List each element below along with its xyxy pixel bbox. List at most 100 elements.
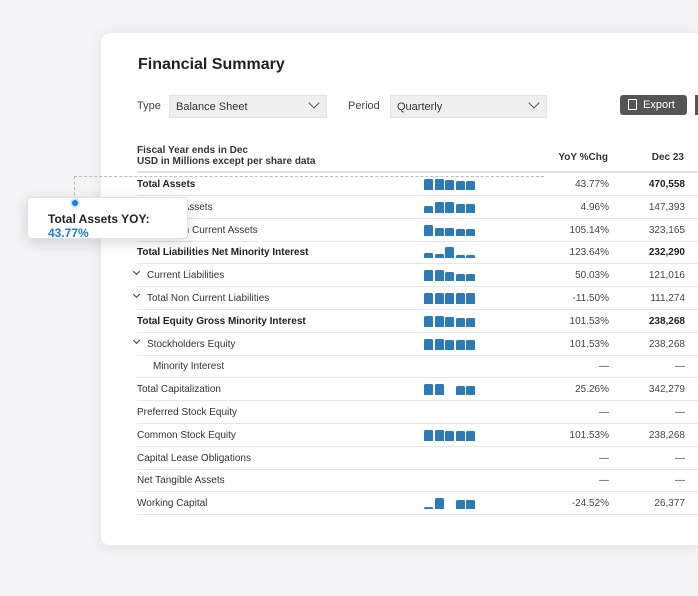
row-label: Total Non Current Assets [147, 224, 258, 236]
sparkline-bar [455, 229, 465, 236]
more-button[interactable] [695, 95, 698, 115]
sparkline-bar [466, 499, 475, 510]
table-row[interactable]: Current Liabilities 50.03% 121,016 [132, 264, 698, 288]
period-select[interactable]: Quarterly [390, 95, 547, 118]
sparkline-bar [424, 507, 433, 510]
row-label: Total Capitalization [137, 384, 221, 396]
row-label: Stockholders Equity [147, 338, 236, 350]
financial-summary-card: Financial Summary Type Balance Sheet Per… [100, 32, 698, 546]
trend-sparkline[interactable] [424, 224, 476, 236]
trend-sparkline[interactable] [424, 497, 476, 510]
yoy-value: — [599, 475, 609, 487]
yoy-value: 25.26% [575, 384, 609, 396]
row-label: Common Stock Equity [137, 429, 236, 441]
table-row[interactable]: Working Capital -24.52% 26,377 [137, 492, 698, 516]
trend-sparkline[interactable] [424, 338, 476, 350]
yoy-value: 43.77% [575, 179, 609, 190]
sparkline-bar [466, 431, 475, 441]
table-row[interactable]: Total Non Current Assets 105.14% 323,165 [132, 219, 698, 242]
yoy-tooltip: Total Assets YOY: 43.77% [27, 197, 188, 240]
table-row[interactable]: Total Capitalization 25.26% 342,279 [137, 378, 698, 402]
row-label: Total Equity Gross Minority Interest [137, 315, 306, 327]
period-value: 323,165 [648, 224, 685, 236]
sparkline-bar [445, 202, 454, 213]
sparkline-bar [424, 253, 433, 259]
period-value: — [675, 452, 685, 464]
table-row[interactable]: Preferred Stock Equity — — [137, 401, 698, 424]
sparkline-bar [455, 254, 465, 259]
sparkline-bar [466, 318, 475, 327]
yoy-value: — [599, 452, 609, 464]
yoy-value: — [599, 361, 609, 373]
export-button[interactable]: Export [620, 95, 687, 115]
sparkline-bar [434, 228, 444, 236]
table-row[interactable]: Total Equity Gross Minority Interest 101.… [137, 310, 698, 333]
chevron-down-icon[interactable] [132, 290, 141, 299]
excel-file-icon [628, 99, 637, 110]
sparkline-bar [455, 499, 465, 510]
yoy-value: 101.53% [569, 429, 609, 441]
row-label: Current Liabilities [147, 270, 225, 282]
sparkline-bar [434, 384, 444, 396]
period-value: 470,558 [648, 179, 685, 190]
table-row[interactable]: Total Liabilities Net Minority Interest 1… [137, 241, 698, 265]
sparkline-bar [434, 270, 444, 282]
column-header-yoy[interactable]: YoY %Chg [558, 152, 608, 163]
chevron-down-icon [528, 97, 540, 109]
period-value: 342,279 [648, 384, 685, 396]
type-select-value: Balance Sheet [176, 101, 248, 113]
sparkline-bar [466, 273, 475, 282]
sparkline-bar [466, 293, 475, 304]
table-row[interactable]: Total Assets 43.77% 470,558 [137, 173, 698, 196]
sparkline-bar [434, 338, 444, 350]
period-value: 111,274 [650, 293, 685, 304]
trend-sparkline[interactable] [424, 292, 476, 304]
trend-sparkline[interactable] [424, 474, 476, 486]
trend-sparkline[interactable] [424, 246, 476, 259]
trend-sparkline[interactable] [424, 269, 476, 282]
sparkline-bar [466, 385, 475, 396]
sparkline-bar [434, 179, 444, 190]
crosshair-horizontal [74, 176, 544, 177]
period-value: — [675, 361, 685, 373]
trend-sparkline[interactable] [424, 429, 476, 441]
type-select[interactable]: Balance Sheet [169, 95, 327, 118]
table-row[interactable]: Capital Lease Obligations — — [137, 447, 698, 470]
trend-sparkline[interactable] [424, 452, 476, 464]
period-value: 26,377 [654, 498, 685, 510]
sparkline-bar [445, 293, 454, 304]
sparkline-bar [466, 340, 475, 350]
trend-sparkline[interactable] [424, 315, 476, 327]
sparkline-bar [455, 340, 465, 350]
table-row[interactable]: Common Stock Equity 101.53% 238,268 [137, 424, 698, 447]
chevron-down-icon [308, 97, 320, 109]
units-note: USD in Millions except per share data [137, 156, 316, 167]
column-header-period[interactable]: Dec 23 [651, 152, 684, 163]
sparkline-bar [455, 273, 465, 282]
chevron-down-icon[interactable] [132, 268, 141, 276]
table-row[interactable]: Net Tangible Assets — — [137, 469, 698, 493]
row-label: Net Tangible Assets [137, 475, 225, 487]
chevron-down-icon[interactable] [132, 336, 141, 344]
table-row[interactable]: Stockholders Equity 101.53% 238,268 [132, 333, 698, 356]
period-value: 232,290 [648, 247, 685, 259]
sparkline-bar [455, 431, 465, 441]
period-value: — [675, 475, 685, 487]
tooltip-anchor-dot [70, 198, 80, 208]
sparkline-bar [445, 247, 454, 259]
period-value: 238,268 [648, 315, 685, 327]
yoy-value: -11.50% [572, 293, 609, 304]
tooltip-label: Total Assets YOY: [48, 212, 150, 226]
trend-sparkline[interactable] [424, 406, 476, 418]
trend-sparkline[interactable] [424, 360, 476, 372]
table-row[interactable]: Total Non Current Liabilities -11.50% 111,… [132, 287, 698, 310]
table-row[interactable]: Minority Interest — — [137, 355, 698, 379]
trend-sparkline[interactable] [424, 383, 476, 396]
sparkline-bar [445, 317, 454, 327]
sparkline-bar [466, 229, 475, 236]
yoy-value: 101.53% [569, 338, 609, 350]
period-value: 121,016 [648, 270, 685, 282]
trend-sparkline[interactable] [424, 178, 476, 190]
trend-sparkline[interactable] [424, 201, 476, 213]
